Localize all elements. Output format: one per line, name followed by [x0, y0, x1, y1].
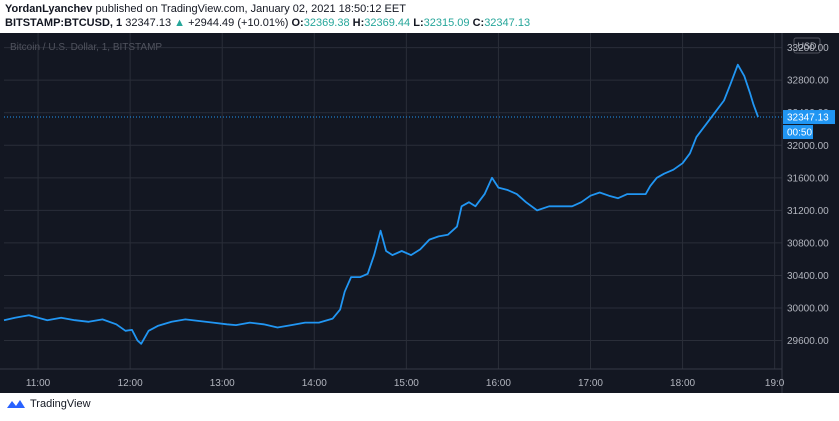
- x-tick-label: 14:00: [302, 378, 327, 389]
- x-tick-label: 11:00: [26, 378, 51, 389]
- brand-name[interactable]: TradingView: [30, 398, 91, 410]
- last-price-tag-label: 32347.13: [787, 113, 829, 124]
- chart-background: [0, 33, 839, 393]
- y-tick-label: 33200.00: [787, 43, 829, 54]
- x-tick-label: 13:00: [210, 378, 235, 389]
- high-value: 32369.44: [364, 17, 411, 29]
- symbol-label: BITSTAMP:BTCUSD, 1: [5, 17, 123, 29]
- y-tick-label: 32800.00: [787, 76, 829, 87]
- countdown-label: 00:50: [787, 128, 812, 139]
- last-price-tag: 32347.13: [783, 110, 835, 125]
- x-tick-label: 17:00: [578, 378, 603, 389]
- x-tick-label: 15:00: [394, 378, 419, 389]
- x-tick-label: 19:0: [765, 378, 785, 389]
- chart-title: Bitcoin / U.S. Dollar, 1, BITSTAMP: [10, 42, 162, 53]
- countdown-tag: 00:50: [783, 125, 813, 140]
- high-label: H:: [352, 17, 365, 29]
- close-value: 32347.13: [484, 17, 531, 29]
- x-tick-label: 12:00: [118, 378, 143, 389]
- y-tick-label: 31600.00: [787, 173, 829, 184]
- y-tick-label: 30800.00: [787, 238, 829, 249]
- change-up-icon: ▲: [174, 17, 186, 29]
- close-label: C:: [472, 17, 485, 29]
- publish-line: YordanLyanchev published on TradingView.…: [5, 3, 406, 15]
- chart-area[interactable]: Bitcoin / U.S. Dollar, 1, BITSTAMP USD 2…: [0, 33, 839, 393]
- change-value: +2944.49 (+10.01%): [188, 17, 289, 29]
- price-line: [3, 63, 759, 345]
- x-axis: 11:00 12:00 13:00 14:00 15:00 16:00 17:00 18:00…: [26, 378, 785, 389]
- currency-badge[interactable]: USD: [793, 37, 821, 54]
- currency-label: USD: [797, 41, 817, 51]
- footer: TradingView: [6, 398, 91, 410]
- x-tick-label: 16:00: [486, 378, 511, 389]
- published-text: published on TradingView.com, January 02…: [95, 3, 406, 15]
- low-value: 32315.09: [423, 17, 470, 29]
- tradingview-logo-icon[interactable]: [6, 398, 26, 410]
- open-value: 32369.38: [303, 17, 350, 29]
- price-chart[interactable]: Bitcoin / U.S. Dollar, 1, BITSTAMP USD 2…: [0, 33, 839, 393]
- chart-grid: [0, 33, 783, 393]
- y-tick-label: 30400.00: [787, 271, 829, 282]
- y-tick-label: 31200.00: [787, 206, 829, 217]
- last-price: 32347.13: [125, 17, 172, 29]
- ohlc-line: BITSTAMP:BTCUSD, 1 32347.13 ▲ +2944.49 (…: [5, 17, 530, 29]
- open-label: O:: [291, 17, 304, 29]
- y-tick-label: 32000.00: [787, 141, 829, 152]
- x-tick-label: 18:00: [670, 378, 695, 389]
- y-tick-label: 30000.00: [787, 303, 829, 314]
- y-tick-label: 29600.00: [787, 336, 829, 347]
- low-label: L:: [413, 17, 424, 29]
- author-name[interactable]: YordanLyanchev: [5, 3, 93, 15]
